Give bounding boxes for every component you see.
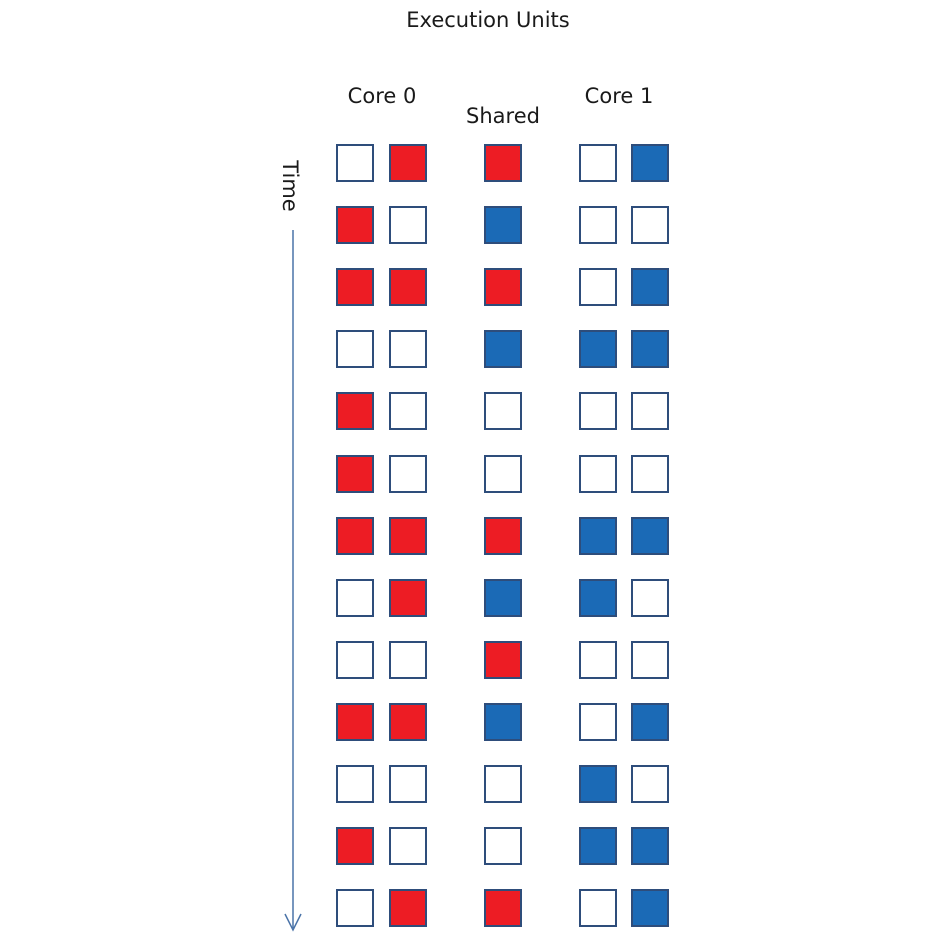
cell-core0-unit0-row-4-empty [336,330,374,368]
cell-core1-unit0-row-12-blue [579,827,617,865]
cell-core0-unit0-row-9-empty [336,641,374,679]
cell-core1-unit1-row-7-blue [631,517,669,555]
cell-shared-unit-row-5-empty [484,392,522,430]
cell-core1-unit0-row-8-blue [579,579,617,617]
cell-core1-unit1-row-10-blue [631,703,669,741]
cell-core1-unit0-row-13-empty [579,889,617,927]
cell-core1-unit0-row-1-empty [579,144,617,182]
cell-core1-unit1-row-8-empty [631,579,669,617]
cell-core0-unit0-row-1-empty [336,144,374,182]
core-0-label: Core 0 [347,84,417,108]
cell-shared-unit-row-13-red [484,889,522,927]
cell-core0-unit1-row-8-red [389,579,427,617]
cell-shared-unit-row-8-blue [484,579,522,617]
cell-core1-unit0-row-4-blue [579,330,617,368]
cell-shared-unit-row-11-empty [484,765,522,803]
cell-core1-unit1-row-3-blue [631,268,669,306]
cell-shared-unit-row-2-blue [484,206,522,244]
cell-shared-unit-row-4-blue [484,330,522,368]
cell-core1-unit1-row-11-empty [631,765,669,803]
cell-core0-unit0-row-3-red [336,268,374,306]
cell-core0-unit0-row-2-red [336,206,374,244]
cell-shared-unit-row-12-empty [484,827,522,865]
cell-shared-unit-row-6-empty [484,455,522,493]
cell-core0-unit1-row-3-red [389,268,427,306]
cell-core0-unit0-row-11-empty [336,765,374,803]
cell-core0-unit1-row-9-empty [389,641,427,679]
cell-core1-unit1-row-9-empty [631,641,669,679]
cell-shared-unit-row-7-red [484,517,522,555]
cell-core0-unit0-row-7-red [336,517,374,555]
cell-core0-unit1-row-1-red [389,144,427,182]
core-1-label: Core 1 [584,84,654,108]
cell-core1-unit1-row-4-blue [631,330,669,368]
cell-core0-unit1-row-11-empty [389,765,427,803]
cell-core0-unit1-row-12-empty [389,827,427,865]
cell-core0-unit1-row-6-empty [389,455,427,493]
cell-shared-unit-row-3-red [484,268,522,306]
cell-core1-unit1-row-2-empty [631,206,669,244]
cell-core1-unit1-row-12-blue [631,827,669,865]
diagram-title: Execution Units [406,8,570,32]
cell-core1-unit0-row-2-empty [579,206,617,244]
cell-core0-unit1-row-10-red [389,703,427,741]
cell-core1-unit0-row-3-empty [579,268,617,306]
cell-core0-unit0-row-13-empty [336,889,374,927]
cell-core1-unit0-row-6-empty [579,455,617,493]
cell-shared-unit-row-10-blue [484,703,522,741]
cell-core1-unit1-row-5-empty [631,392,669,430]
cell-core0-unit1-row-13-red [389,889,427,927]
cell-core0-unit0-row-5-red [336,392,374,430]
cell-core0-unit1-row-2-empty [389,206,427,244]
cell-shared-unit-row-1-red [484,144,522,182]
shared-label: Shared [466,104,540,128]
cell-core1-unit1-row-13-blue [631,889,669,927]
cell-shared-unit-row-9-red [484,641,522,679]
cell-core0-unit1-row-7-red [389,517,427,555]
cell-core0-unit1-row-5-empty [389,392,427,430]
cell-core1-unit0-row-10-empty [579,703,617,741]
cell-core0-unit0-row-12-red [336,827,374,865]
cell-core0-unit0-row-6-red [336,455,374,493]
time-arrow-head [284,913,302,932]
cell-core0-unit1-row-4-empty [389,330,427,368]
cell-core1-unit1-row-1-blue [631,144,669,182]
cell-core0-unit0-row-8-empty [336,579,374,617]
cell-core1-unit0-row-11-blue [579,765,617,803]
cell-core0-unit0-row-10-red [336,703,374,741]
cell-core1-unit0-row-9-empty [579,641,617,679]
cell-core1-unit0-row-5-empty [579,392,617,430]
cell-core1-unit1-row-6-empty [631,455,669,493]
cell-core1-unit0-row-7-blue [579,517,617,555]
